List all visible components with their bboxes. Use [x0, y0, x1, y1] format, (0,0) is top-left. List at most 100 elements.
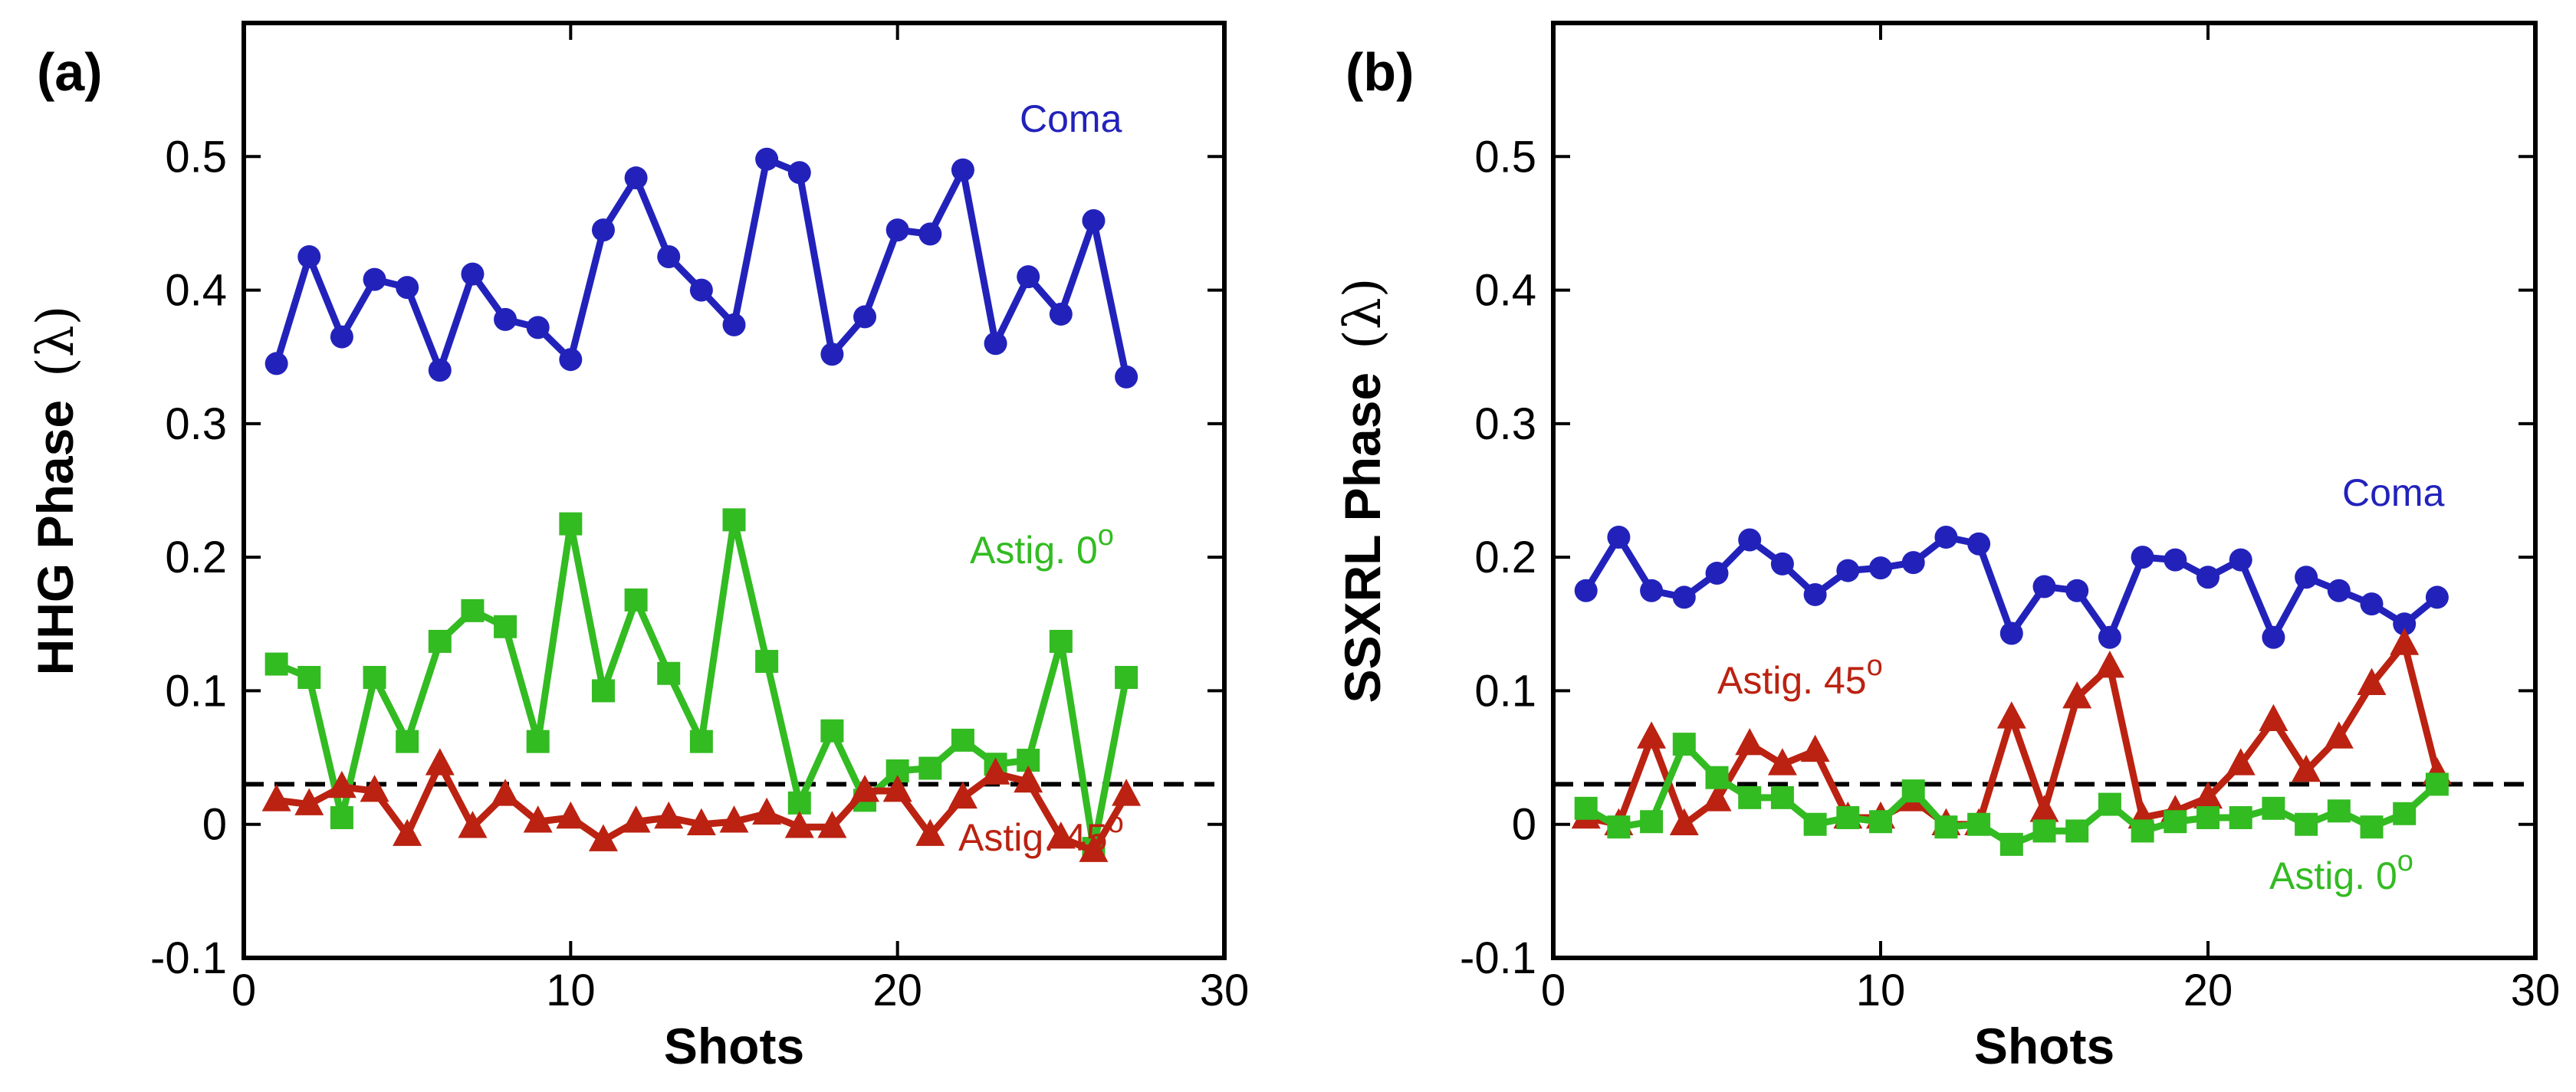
y-axis-label-text: SSXRL Phase	[1334, 372, 1391, 703]
data-point	[853, 305, 877, 329]
panel-label: (b)	[1346, 42, 1414, 102]
data-point	[428, 629, 452, 653]
annotation-text: Astig. 45	[1717, 659, 1867, 702]
data-point	[494, 615, 518, 638]
data-point	[1934, 526, 1958, 549]
data-point	[2164, 548, 2187, 572]
y-axis-unit: λ	[26, 325, 85, 357]
data-point	[654, 801, 684, 829]
data-point	[526, 730, 550, 753]
data-point	[428, 359, 452, 382]
data-point	[1702, 784, 1732, 812]
annotation-text: Astig. 0	[2269, 854, 2397, 897]
data-point	[2098, 792, 2121, 816]
y-tick-label: 0.4	[165, 266, 227, 316]
data-point	[491, 779, 521, 806]
data-point	[2259, 703, 2288, 732]
data-point	[2196, 566, 2220, 589]
data-point	[297, 666, 321, 689]
data-point	[1836, 559, 1860, 582]
series-astig-45	[261, 748, 1142, 862]
data-point	[1770, 552, 1794, 576]
data-point	[689, 278, 713, 302]
x-axis-label: Shots	[1974, 1018, 2114, 1074]
data-point	[624, 166, 648, 190]
data-point	[1574, 579, 1598, 602]
data-point	[2292, 754, 2321, 782]
data-point	[556, 801, 586, 829]
data-point	[1112, 779, 1142, 806]
data-point	[2357, 667, 2387, 695]
data-point	[755, 147, 779, 171]
annotation: Astig. 0o	[970, 520, 1114, 572]
data-point	[559, 512, 583, 536]
data-point	[1082, 208, 1106, 232]
y-axis-label: HHG Phase (λ)	[26, 306, 85, 676]
data-point	[915, 818, 945, 846]
data-point	[820, 343, 844, 366]
data-point	[1017, 265, 1040, 289]
data-point	[752, 797, 782, 825]
data-point	[523, 805, 553, 833]
data-point	[918, 756, 942, 780]
data-point	[1705, 766, 1729, 789]
panel-label: (a)	[37, 42, 103, 102]
annotation-text: Astig. 45	[958, 816, 1108, 859]
annotation-text: Coma	[2342, 471, 2445, 514]
data-point	[2226, 748, 2256, 776]
data-point	[2393, 802, 2417, 825]
annotation: Astig. 45o	[1717, 650, 1883, 702]
annotation: Coma	[1020, 97, 1122, 140]
data-point	[2327, 579, 2351, 602]
y-tick-label: 0.1	[1474, 666, 1536, 716]
data-point	[2360, 592, 2384, 616]
data-point	[591, 679, 615, 703]
x-tick-label: 10	[1856, 966, 1906, 1015]
data-point	[2032, 819, 2056, 843]
data-point	[1996, 701, 2026, 729]
data-point	[2324, 721, 2354, 749]
data-point	[2393, 612, 2417, 636]
y-axis-unit: λ	[1333, 297, 1392, 330]
x-tick-label: 20	[872, 966, 922, 1015]
annotation-sup: o	[1108, 807, 1124, 839]
data-point	[1672, 585, 1696, 609]
data-point	[882, 775, 912, 802]
data-point	[686, 808, 716, 835]
y-axis-paren-open: (	[1333, 330, 1392, 349]
data-point	[787, 791, 811, 815]
series-astig-45	[1571, 628, 2452, 835]
data-point	[363, 666, 386, 689]
data-point	[1640, 810, 1664, 834]
y-tick-label: 0.2	[1474, 533, 1536, 582]
data-point	[1115, 666, 1138, 689]
data-point	[719, 805, 749, 833]
data-point	[2295, 812, 2318, 836]
data-point	[2131, 819, 2154, 843]
data-point	[1574, 796, 1598, 820]
data-point	[1049, 302, 1073, 326]
y-tick-label: 0.2	[165, 533, 227, 582]
x-axis-label: Shots	[664, 1018, 804, 1074]
data-point	[360, 775, 389, 802]
data-point	[722, 313, 746, 336]
data-point	[1800, 734, 1830, 762]
data-point	[2164, 810, 2187, 834]
data-point	[2360, 815, 2384, 839]
data-point	[624, 588, 648, 612]
data-point	[1934, 815, 1958, 839]
data-point	[1836, 806, 1860, 829]
x-tick-label: 0	[232, 966, 256, 1015]
data-point	[327, 770, 356, 799]
data-point	[1115, 365, 1138, 389]
series-coma	[1574, 526, 2449, 649]
y-tick-label: 0.5	[1474, 132, 1536, 182]
data-point	[1672, 733, 1696, 756]
annotation: Coma	[2342, 471, 2445, 514]
data-point	[1967, 812, 1991, 836]
x-tick-label: 30	[2511, 966, 2561, 1015]
y-axis-label-text: HHG Phase	[27, 400, 84, 675]
y-tick-label: 0.4	[1474, 266, 1536, 316]
x-tick-label: 30	[1200, 966, 1250, 1015]
